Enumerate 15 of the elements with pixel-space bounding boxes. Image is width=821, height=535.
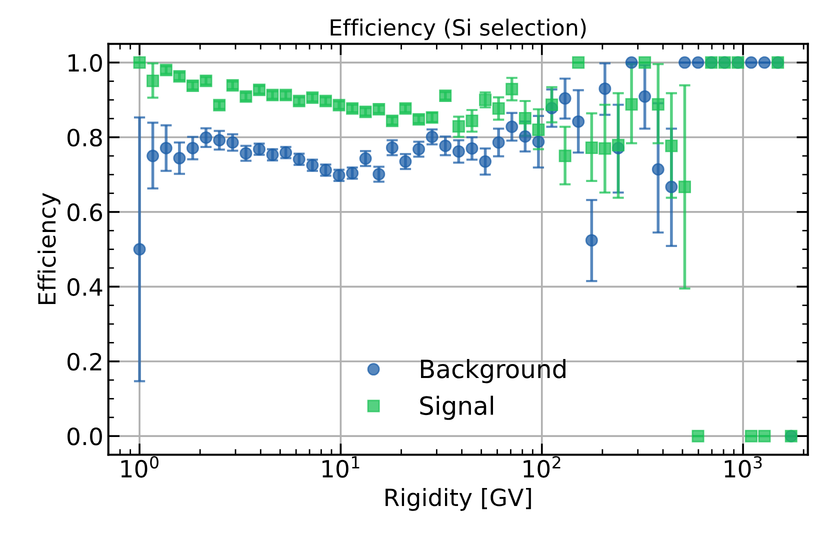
y-axis-title: Efficiency bbox=[38, 192, 60, 304]
y-tick-label: 1.0 bbox=[68, 54, 102, 72]
x-axis-title: Rigidity [GV] bbox=[386, 488, 531, 511]
y-tick-label: 0.0 bbox=[68, 428, 102, 446]
y-tick-label: 0.8 bbox=[68, 128, 102, 147]
legend-label: Background bbox=[421, 359, 566, 384]
x-tick-label: 10$^{2}$ bbox=[524, 456, 560, 478]
y-tick-label: 0.6 bbox=[68, 203, 102, 222]
x-tick-label: 10$^{0}$ bbox=[121, 456, 158, 478]
y-tick-label: 0.2 bbox=[68, 352, 102, 371]
legend-label: Signal bbox=[420, 396, 493, 420]
x-tick-label: 10$^{3}$ bbox=[724, 456, 762, 478]
y-tick-label: 0.4 bbox=[68, 278, 102, 296]
chart-title: Efficiency (Si selection) bbox=[330, 18, 586, 40]
x-tick-label: 10$^{1}$ bbox=[322, 456, 360, 478]
